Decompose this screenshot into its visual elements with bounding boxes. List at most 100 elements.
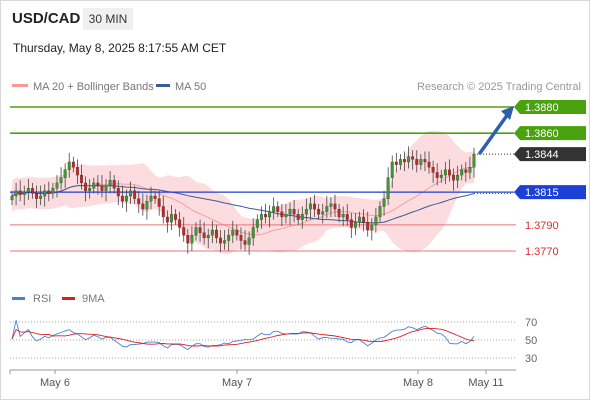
candle-body	[198, 227, 202, 233]
level-label-1-3790: 1.3790	[525, 220, 559, 232]
candle-body	[255, 219, 259, 228]
candle-body	[317, 208, 321, 215]
candle-body	[415, 159, 419, 165]
legend-ma50-label: MA 50	[175, 81, 206, 93]
candle-body	[272, 206, 276, 212]
candle-body	[407, 156, 411, 163]
candle-body	[333, 203, 337, 210]
candle-body	[186, 235, 190, 244]
candle-body	[67, 161, 71, 170]
level-tag-1-3844	[514, 147, 586, 162]
rsi-ma-line	[11, 327, 475, 347]
x-tick-label: May 8	[403, 377, 433, 389]
candle-body	[362, 216, 366, 223]
symbol-title: USD/CAD	[12, 10, 81, 27]
rsi-legend-swatch	[12, 297, 25, 300]
level-tag-1-3880	[514, 100, 586, 114]
candle-body	[296, 214, 300, 220]
candle-body	[202, 232, 206, 239]
candle-body	[51, 188, 55, 194]
candle-body	[145, 201, 149, 210]
candle-body	[161, 206, 165, 218]
candle-body	[427, 161, 431, 168]
candle-body	[325, 206, 329, 212]
candle-body	[104, 185, 108, 191]
candle-body	[468, 167, 472, 173]
candle-body	[190, 235, 194, 244]
rsi-line	[11, 320, 475, 351]
candle-body	[259, 214, 263, 220]
datetime-label: Thursday, May 8, 2025 8:17:55 AM CET	[13, 41, 227, 55]
timeframe-button[interactable]: 30 MIN	[83, 8, 133, 30]
candle-body	[129, 190, 133, 197]
candle-body	[264, 214, 267, 218]
candle-body	[378, 206, 382, 218]
candle-body	[100, 185, 104, 191]
candle-body	[304, 208, 308, 215]
candle-body	[14, 190, 18, 197]
candle-body	[112, 180, 116, 189]
candle-body	[149, 195, 153, 202]
candle-body	[80, 174, 83, 184]
candle-body	[386, 177, 390, 199]
candle-body	[239, 235, 243, 241]
rsi-ma-legend-swatch	[62, 297, 75, 300]
candle-body	[403, 159, 406, 163]
candle-body	[268, 211, 272, 218]
candle-body	[423, 159, 427, 163]
candle-body	[349, 219, 353, 228]
level-tag-label-1-3844: 1.3844	[525, 149, 559, 161]
candle-body	[276, 206, 280, 212]
candle-body	[227, 235, 231, 241]
level-tag-1-3860	[514, 126, 586, 141]
rsi-legend-label: RSI	[33, 293, 51, 305]
candle-body	[235, 229, 239, 236]
x-tick-label: May 7	[222, 377, 252, 389]
candle-body	[300, 214, 304, 220]
candle-body	[464, 169, 468, 173]
candle-body	[358, 216, 361, 223]
legend-ma20-swatch	[12, 84, 28, 87]
candle-body	[35, 193, 38, 199]
candle-body	[141, 203, 145, 210]
candle-body	[223, 240, 227, 244]
candle-body	[194, 227, 198, 236]
candle-body	[390, 161, 394, 178]
candle-body	[460, 169, 464, 176]
level-tag-label-1-3815: 1.3815	[525, 187, 559, 199]
candle-body	[366, 222, 370, 231]
candle-body	[321, 211, 325, 215]
candle-body	[337, 208, 341, 218]
candle-body	[431, 167, 435, 173]
candle-body	[165, 216, 169, 223]
candle-body	[280, 211, 284, 218]
x-tick-label: May 6	[40, 377, 70, 389]
candle-body	[353, 222, 357, 228]
candle-body	[313, 203, 316, 210]
candle-body	[59, 177, 63, 184]
candle-body	[88, 188, 92, 191]
candle-body	[84, 182, 88, 191]
candle-body	[292, 208, 296, 215]
candle-body	[452, 174, 456, 181]
watermark: Research © 2025 Trading Central	[417, 81, 581, 93]
candle-body	[382, 198, 386, 207]
candle-body	[125, 195, 128, 202]
candle-body	[214, 229, 218, 239]
candle-body	[174, 214, 177, 220]
candle-body	[63, 169, 67, 178]
candle-body	[439, 174, 443, 178]
candle-body	[309, 203, 312, 210]
candle-body	[10, 195, 14, 201]
candle-body	[55, 182, 59, 189]
candle-body	[170, 214, 173, 223]
bollinger-band	[12, 130, 474, 255]
candle-body	[22, 191, 26, 195]
candle-body	[329, 203, 333, 207]
candle-body	[398, 159, 402, 165]
candle-body	[394, 161, 398, 165]
legend-ma20-label: MA 20 + Bollinger Bands	[33, 81, 154, 93]
candle-body	[288, 208, 292, 215]
candle-body	[374, 216, 378, 225]
